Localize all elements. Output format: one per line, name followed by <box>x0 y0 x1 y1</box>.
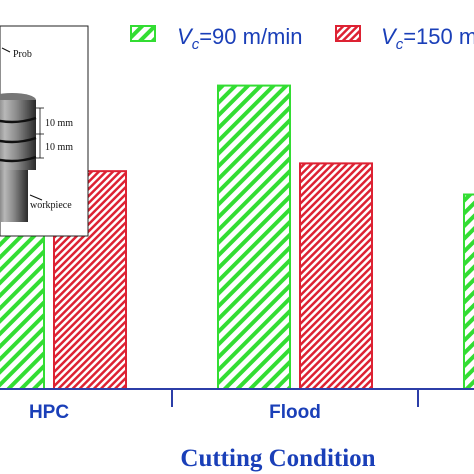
legend-swatch-0 <box>130 25 156 42</box>
inset-label-probe: Prob <box>13 49 32 60</box>
legend-label-0: Vc=90 m/min <box>177 24 303 53</box>
x-tick-label-0: HPC <box>29 402 69 423</box>
legend-symbol-0: V <box>177 24 194 49</box>
inset-probe-arrow <box>1 47 11 53</box>
x-axis-ticks <box>171 389 419 407</box>
legend-subscript-1: c <box>396 36 404 53</box>
legend-swatch-1 <box>335 25 361 42</box>
x-tick-label-1: Flood <box>269 402 321 423</box>
inset-label-workpiece: workpiece <box>30 200 72 211</box>
inset-cylinder-groove-2 <box>0 136 37 144</box>
inset-cylinder-base <box>0 170 28 222</box>
bar-series1-cat1 <box>299 162 373 390</box>
inset-workpiece-arrow <box>29 194 43 201</box>
inset-cylinder-groove-3 <box>0 155 37 163</box>
inset-label-dim-1: 10 mm <box>45 118 73 129</box>
legend-label-1: Vc=150 m/min <box>381 24 474 53</box>
inset-cylinder-groove-1 <box>0 116 37 124</box>
inset-workpiece-photo: Prob 10 mm 10 mm workpiece <box>0 25 89 237</box>
x-axis-tick-labels: HPC Flood <box>29 402 321 423</box>
legend-subscript-0: c <box>192 36 200 53</box>
x-axis-title: Cutting Condition <box>180 445 375 472</box>
legend: Vc=90 m/min Vc=150 m/min <box>130 24 474 53</box>
bar-series0-cat2 <box>463 193 474 390</box>
bar-series0-cat1 <box>217 84 291 391</box>
inset-label-dim-2: 10 mm <box>45 142 73 153</box>
legend-symbol-1: V <box>381 24 398 49</box>
legend-value-1: =150 m/min <box>403 24 474 49</box>
legend-value-0: =90 m/min <box>199 24 302 49</box>
